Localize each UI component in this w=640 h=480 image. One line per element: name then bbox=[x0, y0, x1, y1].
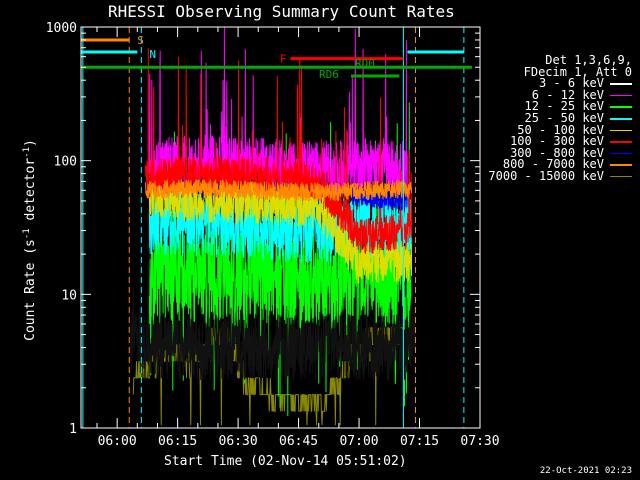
series-50-100-kev-line bbox=[148, 175, 412, 284]
legend-item: 6 - 12 keV bbox=[488, 87, 632, 102]
y-tick-label: 100 bbox=[54, 155, 77, 170]
series-12-25-kev-line bbox=[148, 102, 412, 417]
series-800-7000-kev-line bbox=[144, 178, 412, 202]
legend-swatch bbox=[610, 175, 632, 178]
chart-title: RHESSI Observing Summary Count Rates bbox=[108, 2, 455, 21]
legend-label: 100 - 300 keV bbox=[510, 134, 604, 149]
y-title-end: ) bbox=[23, 139, 39, 147]
status-label-n: N bbox=[149, 48, 156, 61]
legend-header-detectors: Det 1,3,6,9, bbox=[545, 53, 632, 67]
legend: Det 1,3,6,9, FDecim 1, Att 0 3 - 6 keV 6 … bbox=[488, 53, 632, 183]
legend-label: 50 - 100 keV bbox=[517, 122, 604, 137]
y-title-exp2: -1 bbox=[21, 146, 32, 158]
x-tick-label: 06:30 bbox=[219, 434, 258, 449]
legend-swatch bbox=[610, 94, 632, 97]
x-axis-title: Start Time (02-Nov-14 05:51:02) bbox=[164, 454, 407, 469]
legend-item: 25 - 50 keV bbox=[488, 110, 632, 125]
generation-timestamp: 22-Oct-2021 02:23 bbox=[539, 466, 632, 476]
status-label-rd0: RD0 bbox=[355, 57, 375, 70]
status-label-f: F bbox=[280, 53, 287, 66]
x-tick-label: 07:00 bbox=[339, 434, 378, 449]
legend-label: 7000 - 15000 keV bbox=[488, 168, 604, 183]
legend-item: 7000 - 15000 keV bbox=[488, 168, 632, 183]
legend-swatch bbox=[610, 106, 632, 108]
series-25-50-kev-line bbox=[148, 189, 412, 264]
legend-item: 3 - 6 keV bbox=[488, 76, 632, 91]
legend-label: 800 - 7000 keV bbox=[502, 157, 604, 172]
legend-swatch bbox=[610, 129, 632, 132]
plot-frame bbox=[80, 26, 481, 429]
x-tick-label: 07:30 bbox=[460, 434, 499, 449]
series-3-6-kev-line bbox=[128, 286, 416, 399]
y-tick-label: 10 bbox=[61, 288, 77, 303]
x-tick-label: 06:15 bbox=[158, 434, 197, 449]
y-title-exp1: -1 bbox=[21, 228, 32, 240]
legend-item: 100 - 300 keV bbox=[488, 134, 632, 149]
status-label-rd6: RD6 bbox=[319, 68, 339, 81]
legend-item: 12 - 25 keV bbox=[488, 101, 632, 113]
legend-swatch bbox=[610, 141, 632, 143]
legend-swatch bbox=[610, 164, 632, 166]
y-tick-label: 1 bbox=[69, 422, 77, 437]
series-100-300-kev-line bbox=[144, 48, 412, 255]
legend-label: 6 - 12 keV bbox=[531, 87, 604, 102]
x-tick-label: 06:45 bbox=[279, 434, 318, 449]
legend-label: 25 - 50 keV bbox=[524, 110, 604, 125]
legend-label: 300 - 800 keV bbox=[510, 145, 604, 160]
legend-item: 300 - 800 keV bbox=[488, 145, 632, 160]
legend-swatch bbox=[610, 118, 632, 120]
legend-swatch bbox=[610, 152, 632, 155]
status-label-s: S bbox=[137, 34, 144, 47]
series-300-800-kev-line bbox=[350, 184, 408, 211]
legend-label: 3 - 6 keV bbox=[538, 76, 604, 91]
y-title-mid: detector bbox=[23, 157, 39, 229]
legend-swatch bbox=[610, 83, 632, 85]
x-tick-label: 06:00 bbox=[98, 434, 137, 449]
legend-header-decimation: FDecim 1, Att 0 bbox=[523, 64, 632, 79]
x-tick-label: 07:15 bbox=[400, 434, 439, 449]
y-tick-label: 1000 bbox=[46, 21, 77, 36]
y-title-main: Count Rate (s bbox=[23, 239, 39, 341]
legend-item: 50 - 100 keV bbox=[488, 122, 632, 137]
legend-item: 800 - 7000 keV bbox=[488, 159, 632, 171]
legend-label: 12 - 25 keV bbox=[524, 99, 604, 114]
y-axis-title: Count Rate (s-1 detector-1) bbox=[22, 139, 38, 341]
